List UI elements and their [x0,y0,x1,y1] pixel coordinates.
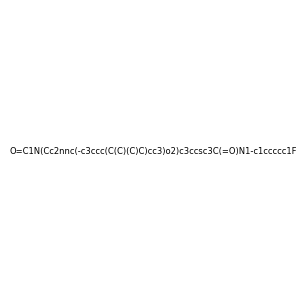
Text: O=C1N(Cc2nnc(-c3ccc(C(C)(C)C)cc3)o2)c3ccsc3C(=O)N1-c1ccccc1F: O=C1N(Cc2nnc(-c3ccc(C(C)(C)C)cc3)o2)c3cc… [10,147,298,156]
